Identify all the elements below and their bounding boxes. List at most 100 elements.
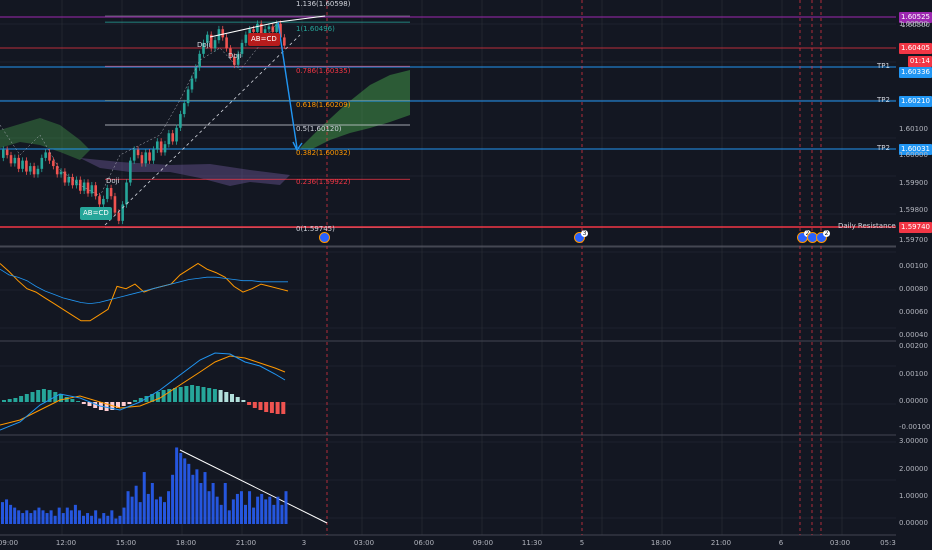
macd-histogram-bar — [30, 392, 35, 402]
tp1-label: TP1 — [877, 62, 890, 70]
macd-histogram-bar — [19, 396, 24, 402]
macd-histogram-bar — [144, 396, 149, 402]
oscillator-axis-label: 0.00060 — [899, 308, 928, 316]
volume-trend-line — [179, 449, 328, 524]
candle-body — [182, 103, 186, 115]
time-axis-label: 11:30 — [521, 539, 543, 547]
macd-histogram-bar — [150, 394, 155, 402]
oscillator-orange — [0, 262, 289, 322]
macd-histogram-bar — [207, 388, 212, 402]
volume-bar — [272, 504, 276, 524]
candle-body — [275, 23, 278, 32]
volume-bar — [17, 510, 21, 524]
macd-histogram-bar — [190, 385, 195, 402]
time-axis-label: 21:00 — [235, 539, 257, 547]
volume-bar — [175, 447, 179, 524]
volume-bar — [215, 496, 219, 524]
macd-axis-label: 0.00100 — [899, 370, 928, 378]
economic-event-icon[interactable]: 2 — [816, 230, 830, 243]
price-tag: 1.60405 — [899, 43, 932, 54]
volume-bar — [134, 485, 138, 524]
macd-histogram-bar — [41, 389, 46, 402]
volume-bar — [138, 502, 142, 524]
time-axis-label: 12:00 — [55, 539, 77, 547]
macd-histogram-bar — [155, 392, 160, 402]
price-axis[interactable] — [896, 0, 932, 550]
volume-bar — [130, 496, 134, 524]
candle-body — [67, 177, 71, 183]
daily-resistance-label: Daily Resistance — [838, 222, 896, 230]
economic-event-icon[interactable]: 3 — [574, 230, 588, 243]
macd-histogram-bar — [184, 386, 189, 402]
price-axis-label: 1.59700 — [899, 236, 928, 244]
candle-body — [28, 166, 32, 172]
candle-body — [32, 166, 36, 175]
volume-bar — [45, 513, 49, 524]
candle-body — [136, 149, 140, 156]
candle-body — [259, 23, 263, 35]
volume-bar — [73, 504, 77, 524]
price-tag: 1.59740 — [899, 222, 932, 233]
candle-body — [86, 182, 90, 194]
macd-histogram-bar — [167, 389, 172, 402]
pattern-line-extend — [277, 15, 326, 23]
candle-body — [5, 149, 9, 156]
macd-histogram-bar — [47, 390, 52, 402]
volume-bar — [203, 472, 207, 524]
candle-body — [171, 133, 174, 142]
volume-bar — [5, 499, 9, 524]
ichimoku-cloud-green-future — [300, 70, 410, 150]
volume-bar — [82, 515, 85, 524]
volume-bar — [235, 493, 239, 524]
volume-bar — [219, 504, 223, 524]
macd-histogram-bar — [36, 390, 41, 402]
macd-histogram-bar — [235, 397, 240, 402]
price-axis-label: 1.59900 — [899, 179, 928, 187]
candle-body — [129, 160, 132, 183]
volume-bar — [126, 491, 130, 524]
volume-bar — [13, 507, 17, 524]
volume-bar — [227, 510, 231, 524]
volume-bar — [183, 458, 187, 524]
doji-label: Doji — [106, 177, 120, 185]
volume-bar — [199, 483, 203, 524]
macd-histogram-bar — [275, 402, 280, 414]
volume-bar — [142, 472, 146, 524]
price-tag: 1.60031 — [899, 144, 932, 155]
zigzag-line — [0, 21, 279, 197]
candle-body — [13, 157, 17, 164]
candle-body — [148, 152, 151, 161]
volume-bar — [211, 483, 215, 524]
volume-bar — [37, 507, 41, 524]
macd-histogram-bar — [81, 402, 86, 404]
oscillator-axis-label: 0.00100 — [899, 262, 928, 270]
time-axis-label: 21:00 — [710, 539, 732, 547]
candle-body — [236, 53, 240, 65]
volume-bar — [65, 507, 69, 524]
volume-bar — [195, 469, 199, 524]
volume-bar — [77, 510, 81, 524]
macd-histogram-bar — [127, 402, 132, 404]
candle-body — [167, 133, 171, 145]
candle-body — [209, 34, 213, 49]
candle-body — [233, 56, 236, 65]
fib-level-label: 0(1.59745) — [296, 225, 335, 233]
macd-histogram-bar — [281, 402, 286, 414]
candle-body — [221, 29, 225, 38]
economic-event-icon[interactable] — [319, 232, 330, 243]
volume-axis-label: 1.00000 — [899, 492, 928, 500]
macd-histogram-bar — [7, 399, 12, 402]
volume-bar — [252, 507, 256, 524]
oscillator-blue — [0, 268, 288, 305]
macd-histogram-bar — [241, 400, 246, 402]
candle-body — [256, 23, 259, 32]
volume-bar — [284, 491, 288, 524]
doji-label: Doji — [197, 41, 211, 49]
time-axis-label: 18:00 — [650, 539, 672, 547]
candle-body — [55, 166, 59, 175]
macd-axis-label: 0.00000 — [899, 397, 928, 405]
candle-body — [109, 187, 113, 197]
candle-body — [79, 179, 82, 191]
tp2-label: TP2 — [877, 96, 890, 104]
